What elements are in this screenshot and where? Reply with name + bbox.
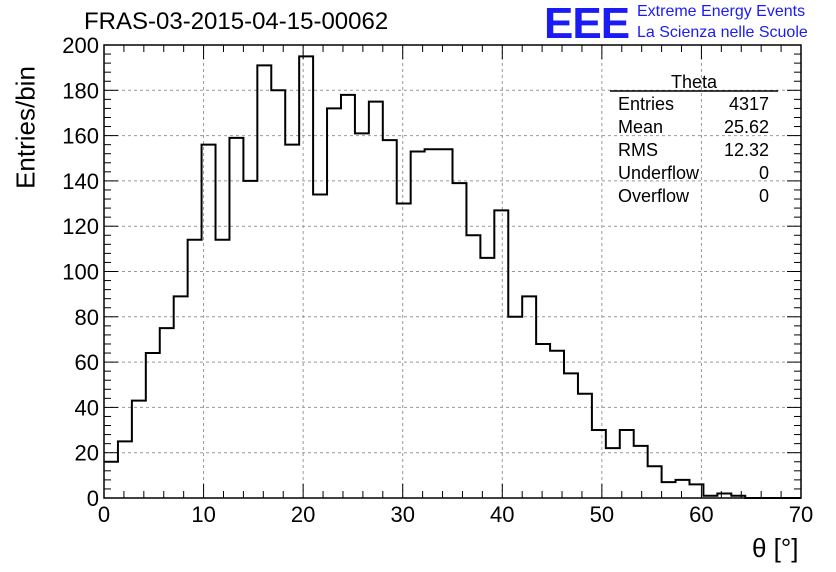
stats-value: 0 bbox=[759, 186, 769, 206]
y-tick-label: 20 bbox=[75, 441, 99, 466]
histogram-bin bbox=[341, 95, 355, 498]
histogram-bin bbox=[411, 151, 425, 498]
x-tick-label: 50 bbox=[590, 502, 614, 527]
histogram-bin bbox=[271, 90, 285, 498]
stats-title: Theta bbox=[671, 72, 718, 92]
x-axis-label: θ [°] bbox=[752, 533, 799, 563]
stats-value: 25.62 bbox=[724, 117, 769, 137]
histogram-bin bbox=[648, 466, 662, 498]
histogram-bin bbox=[536, 344, 550, 498]
x-tick-label: 70 bbox=[789, 502, 813, 527]
x-tick-label: 0 bbox=[98, 502, 110, 527]
x-tick-label: 20 bbox=[291, 502, 315, 527]
histogram-bin bbox=[327, 108, 341, 498]
y-tick-label: 40 bbox=[75, 395, 99, 420]
y-tick-label: 100 bbox=[62, 260, 99, 285]
histogram-bin bbox=[299, 56, 313, 498]
histogram-bin bbox=[676, 480, 690, 498]
histogram-bin bbox=[229, 138, 243, 498]
y-tick-label: 60 bbox=[75, 350, 99, 375]
x-tick-label: 30 bbox=[390, 502, 414, 527]
histogram-bin bbox=[146, 353, 160, 498]
axis-ticks bbox=[103, 44, 802, 499]
tick-labels: 0 10 20 30 40 50 60 70 0 20 40 60 80 100 120 140 160 180 2… bbox=[62, 33, 813, 527]
stats-label: Underflow bbox=[618, 163, 700, 183]
stats-label: Mean bbox=[618, 117, 663, 137]
histogram-bin bbox=[564, 373, 578, 498]
logo-subtitle-line1: Extreme Energy Events bbox=[637, 3, 806, 20]
histogram-bin bbox=[620, 430, 634, 498]
histogram-bin bbox=[550, 351, 564, 498]
x-tick-label: 10 bbox=[191, 502, 215, 527]
histogram-bin bbox=[439, 149, 453, 498]
y-tick-label: 120 bbox=[62, 214, 99, 239]
histogram-outline bbox=[104, 55, 801, 499]
histogram-bars bbox=[104, 55, 801, 499]
histogram-bin bbox=[216, 240, 230, 498]
histogram-bin bbox=[132, 401, 146, 498]
histogram-bin bbox=[174, 296, 188, 498]
histogram-bin bbox=[243, 181, 257, 498]
histogram-bin bbox=[494, 210, 508, 498]
histogram-bin bbox=[425, 149, 439, 498]
histogram-bin bbox=[606, 448, 620, 498]
stats-label: RMS bbox=[618, 140, 658, 160]
x-tick-label: 60 bbox=[689, 502, 713, 527]
stats-value: 4317 bbox=[729, 94, 769, 114]
histogram-bin bbox=[662, 482, 676, 498]
histogram-bin bbox=[285, 145, 299, 498]
histogram-bin bbox=[592, 430, 606, 498]
stats-label: Overflow bbox=[618, 186, 690, 206]
chart-title: FRAS-03-2015-04-15-00062 bbox=[84, 8, 389, 35]
logo-subtitle-line2: La Scienza nelle Scuole bbox=[637, 24, 808, 41]
histogram-bin bbox=[369, 102, 383, 498]
histogram-bin bbox=[118, 441, 132, 498]
histogram-bin bbox=[522, 296, 536, 498]
y-tick-label: 140 bbox=[62, 169, 99, 194]
histogram-bin bbox=[188, 240, 202, 498]
histogram-bin bbox=[480, 258, 494, 498]
histogram-bin bbox=[578, 394, 592, 498]
histogram-bin bbox=[453, 183, 467, 498]
histogram-bin bbox=[466, 235, 480, 498]
histogram-bin bbox=[160, 328, 174, 498]
y-tick-label: 200 bbox=[62, 33, 99, 58]
y-tick-label: 80 bbox=[75, 305, 99, 330]
histogram-bin bbox=[397, 204, 411, 498]
histogram-bin bbox=[383, 140, 397, 498]
stats-value: 12.32 bbox=[724, 140, 769, 160]
y-tick-label: 180 bbox=[62, 78, 99, 103]
y-tick-label: 160 bbox=[62, 124, 99, 149]
y-tick-label: 0 bbox=[87, 486, 99, 511]
x-tick-label: 40 bbox=[490, 502, 514, 527]
histogram-bin bbox=[634, 446, 648, 498]
histogram-bin bbox=[355, 133, 369, 498]
histogram-bin bbox=[257, 65, 271, 498]
stats-label: Entries bbox=[618, 94, 674, 114]
grid bbox=[104, 45, 801, 498]
stats-value: 0 bbox=[759, 163, 769, 183]
eee-logo: EEE bbox=[544, 0, 630, 48]
